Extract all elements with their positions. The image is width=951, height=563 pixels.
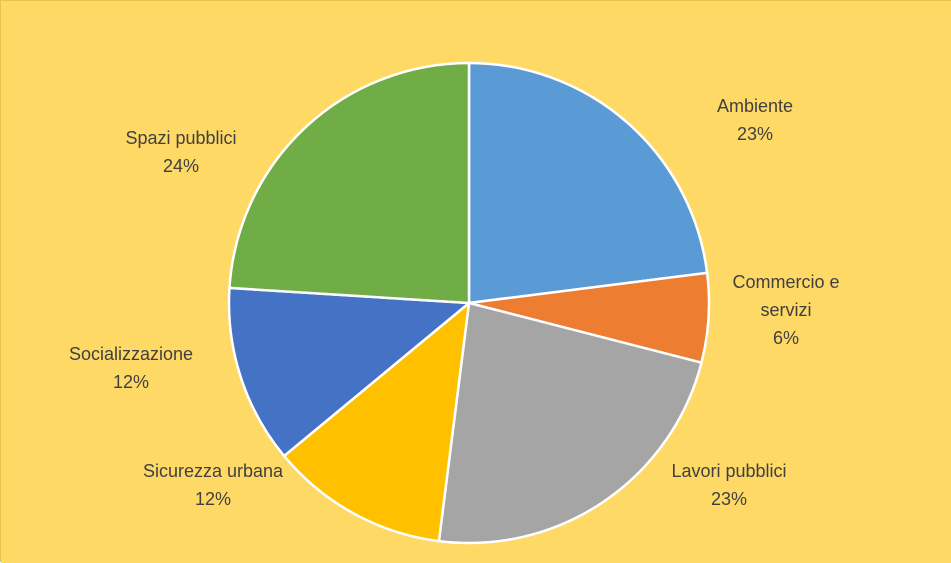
data-label-spazi-pubblici: Spazi pubblici 24% <box>125 128 236 176</box>
slice-lavori-pubblici <box>437 301 703 545</box>
slice-category-label: Spazi pubblici <box>125 128 236 148</box>
data-label-socializzazione: Socializzazione 12% <box>69 344 193 392</box>
data-label-ambiente: Ambiente 23% <box>717 96 793 144</box>
slice-percent-label: 24% <box>163 156 199 176</box>
slice-category-label: Socializzazione <box>69 344 193 364</box>
slice-category-label: servizi <box>760 300 811 320</box>
slice-spazi-pubblici <box>228 61 471 305</box>
data-label-sicurezza-urbana: Sicurezza urbana 12% <box>143 461 284 509</box>
slice-percent-label: 23% <box>737 124 773 144</box>
slice-socializzazione <box>227 286 473 458</box>
pie-slices <box>227 61 711 545</box>
slice-category-label: Sicurezza urbana <box>143 461 284 481</box>
slice-percent-label: 12% <box>195 489 231 509</box>
slice-category-label: Lavori pubblici <box>671 461 786 481</box>
slice-category-label: Commercio e <box>732 272 839 292</box>
slice-percent-label: 12% <box>113 372 149 392</box>
slice-sicurezza-urbana <box>282 300 471 543</box>
data-label-commercio-e-servizi: Commercio e servizi 6% <box>732 272 839 348</box>
slice-category-label: Ambiente <box>717 96 793 116</box>
slice-ambiente <box>467 61 709 305</box>
slice-percent-label: 23% <box>711 489 747 509</box>
slice-percent-label: 6% <box>773 328 799 348</box>
data-label-lavori-pubblici: Lavori pubblici 23% <box>671 461 786 509</box>
pie-labels: Ambiente 23% Commercio e servizi 6% Lavori pu… <box>69 96 840 509</box>
